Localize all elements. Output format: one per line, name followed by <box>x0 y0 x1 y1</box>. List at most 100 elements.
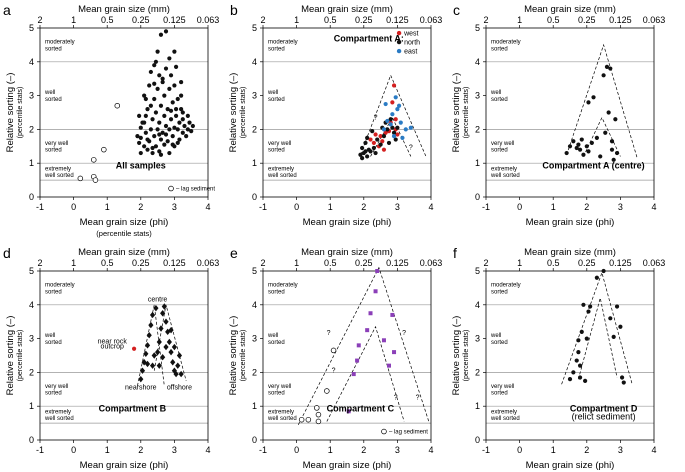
y-tick-label: 2 <box>252 367 257 377</box>
data-point <box>135 134 140 139</box>
data-point <box>604 64 610 69</box>
data-point <box>324 388 330 394</box>
data-point <box>167 127 172 132</box>
zone-label: very well <box>45 384 68 390</box>
panel-title: Compartment A (centre) <box>542 160 644 170</box>
x-tick-label: 4 <box>428 445 433 455</box>
x-tick-label: 2 <box>584 445 589 455</box>
data-point <box>142 144 147 149</box>
x-axis-label: Mean grain size (phi) <box>303 460 392 471</box>
zone-label: extremely <box>268 166 294 172</box>
data-point <box>381 127 387 132</box>
x-tick-label: 0 <box>517 445 522 455</box>
data-point <box>614 304 620 309</box>
top-tick-label: 0.125 <box>609 15 632 25</box>
data-point <box>150 145 155 151</box>
x-tick-label: 0 <box>71 445 76 455</box>
top-tick-label: 0.25 <box>355 15 373 25</box>
x-tick-label: -1 <box>482 445 490 455</box>
x-axis-label: Mean grain size (phi) <box>526 217 615 228</box>
y-axis-sublabel: (percentile stats) <box>17 87 24 139</box>
data-point <box>157 149 162 154</box>
data-point <box>180 130 185 135</box>
plot-frame <box>485 270 655 441</box>
data-point <box>163 29 169 34</box>
y-tick-label: 3 <box>475 334 480 344</box>
data-point <box>152 96 157 102</box>
data-point <box>138 125 143 130</box>
annotation: ? <box>394 394 398 401</box>
zone-label: sorted <box>45 148 62 154</box>
top-tick-label: 0.063 <box>197 15 220 25</box>
data-point <box>179 93 184 98</box>
data-point <box>131 346 137 351</box>
data-point <box>172 83 177 88</box>
annotation: ? <box>409 145 413 152</box>
x-tick-label: 0 <box>294 202 299 212</box>
data-point <box>400 135 405 140</box>
data-point <box>365 328 370 333</box>
data-point <box>114 102 121 109</box>
data-point <box>153 110 159 115</box>
panel-title: Compartment D <box>570 403 638 413</box>
data-point <box>392 350 397 355</box>
data-point <box>381 338 386 343</box>
data-point <box>163 318 169 325</box>
data-point <box>378 142 383 147</box>
y-tick-label: 5 <box>252 266 257 276</box>
y-tick-label: 1 <box>252 401 257 411</box>
zone-label: moderately <box>268 40 298 46</box>
top-tick-label: 0.063 <box>643 15 666 25</box>
data-point <box>611 157 616 162</box>
zone-label: moderately <box>491 40 521 46</box>
zone-label: extremely <box>491 166 517 172</box>
data-point <box>163 123 169 129</box>
zone-label: well <box>267 90 278 96</box>
data-point <box>574 358 579 363</box>
data-point <box>143 113 148 118</box>
data-point <box>373 150 378 156</box>
annotation: near rock <box>98 339 128 346</box>
y-tick-label: 5 <box>475 266 480 276</box>
data-point <box>158 103 164 108</box>
data-point <box>168 117 174 122</box>
data-point <box>167 56 172 61</box>
x-tick-label: 3 <box>618 202 623 212</box>
data-point <box>373 132 378 137</box>
panel-label: a <box>3 2 11 18</box>
data-point <box>160 353 166 361</box>
zone-label: sorted <box>45 340 62 346</box>
x-tick-label: 1 <box>328 445 333 455</box>
data-point <box>611 334 616 340</box>
top-tick-label: 0.125 <box>163 15 186 25</box>
x-axis-sublabel: (percentile stats) <box>96 229 152 238</box>
y-tick-label: 1 <box>475 401 480 411</box>
data-point <box>189 128 194 134</box>
data-point <box>155 86 160 91</box>
zone-label: very well <box>268 141 291 147</box>
x-tick-label: -1 <box>482 202 490 212</box>
data-point <box>175 127 180 132</box>
x-tick-label: 4 <box>205 202 210 212</box>
plot-frame <box>485 27 655 198</box>
data-point <box>581 302 586 307</box>
data-point <box>601 268 606 274</box>
zone-label: well sorted <box>44 416 74 422</box>
top-tick-label: 0.25 <box>132 15 150 25</box>
data-point <box>396 103 402 108</box>
zone-label: sorted <box>491 46 508 52</box>
zone-label: well <box>490 90 501 96</box>
x-axis-label: Mean grain size (phi) <box>526 460 615 471</box>
data-point <box>77 175 84 182</box>
y-axis-label: Relative sorting (–) <box>5 73 16 153</box>
data-point <box>388 117 393 122</box>
data-point <box>163 132 169 137</box>
annotation: ? <box>374 114 378 121</box>
data-point <box>609 139 615 144</box>
y-tick-label: 4 <box>29 300 34 310</box>
y-axis-label: Relative sorting (–) <box>451 73 462 153</box>
plot-frame <box>262 27 432 198</box>
data-point <box>390 100 395 105</box>
